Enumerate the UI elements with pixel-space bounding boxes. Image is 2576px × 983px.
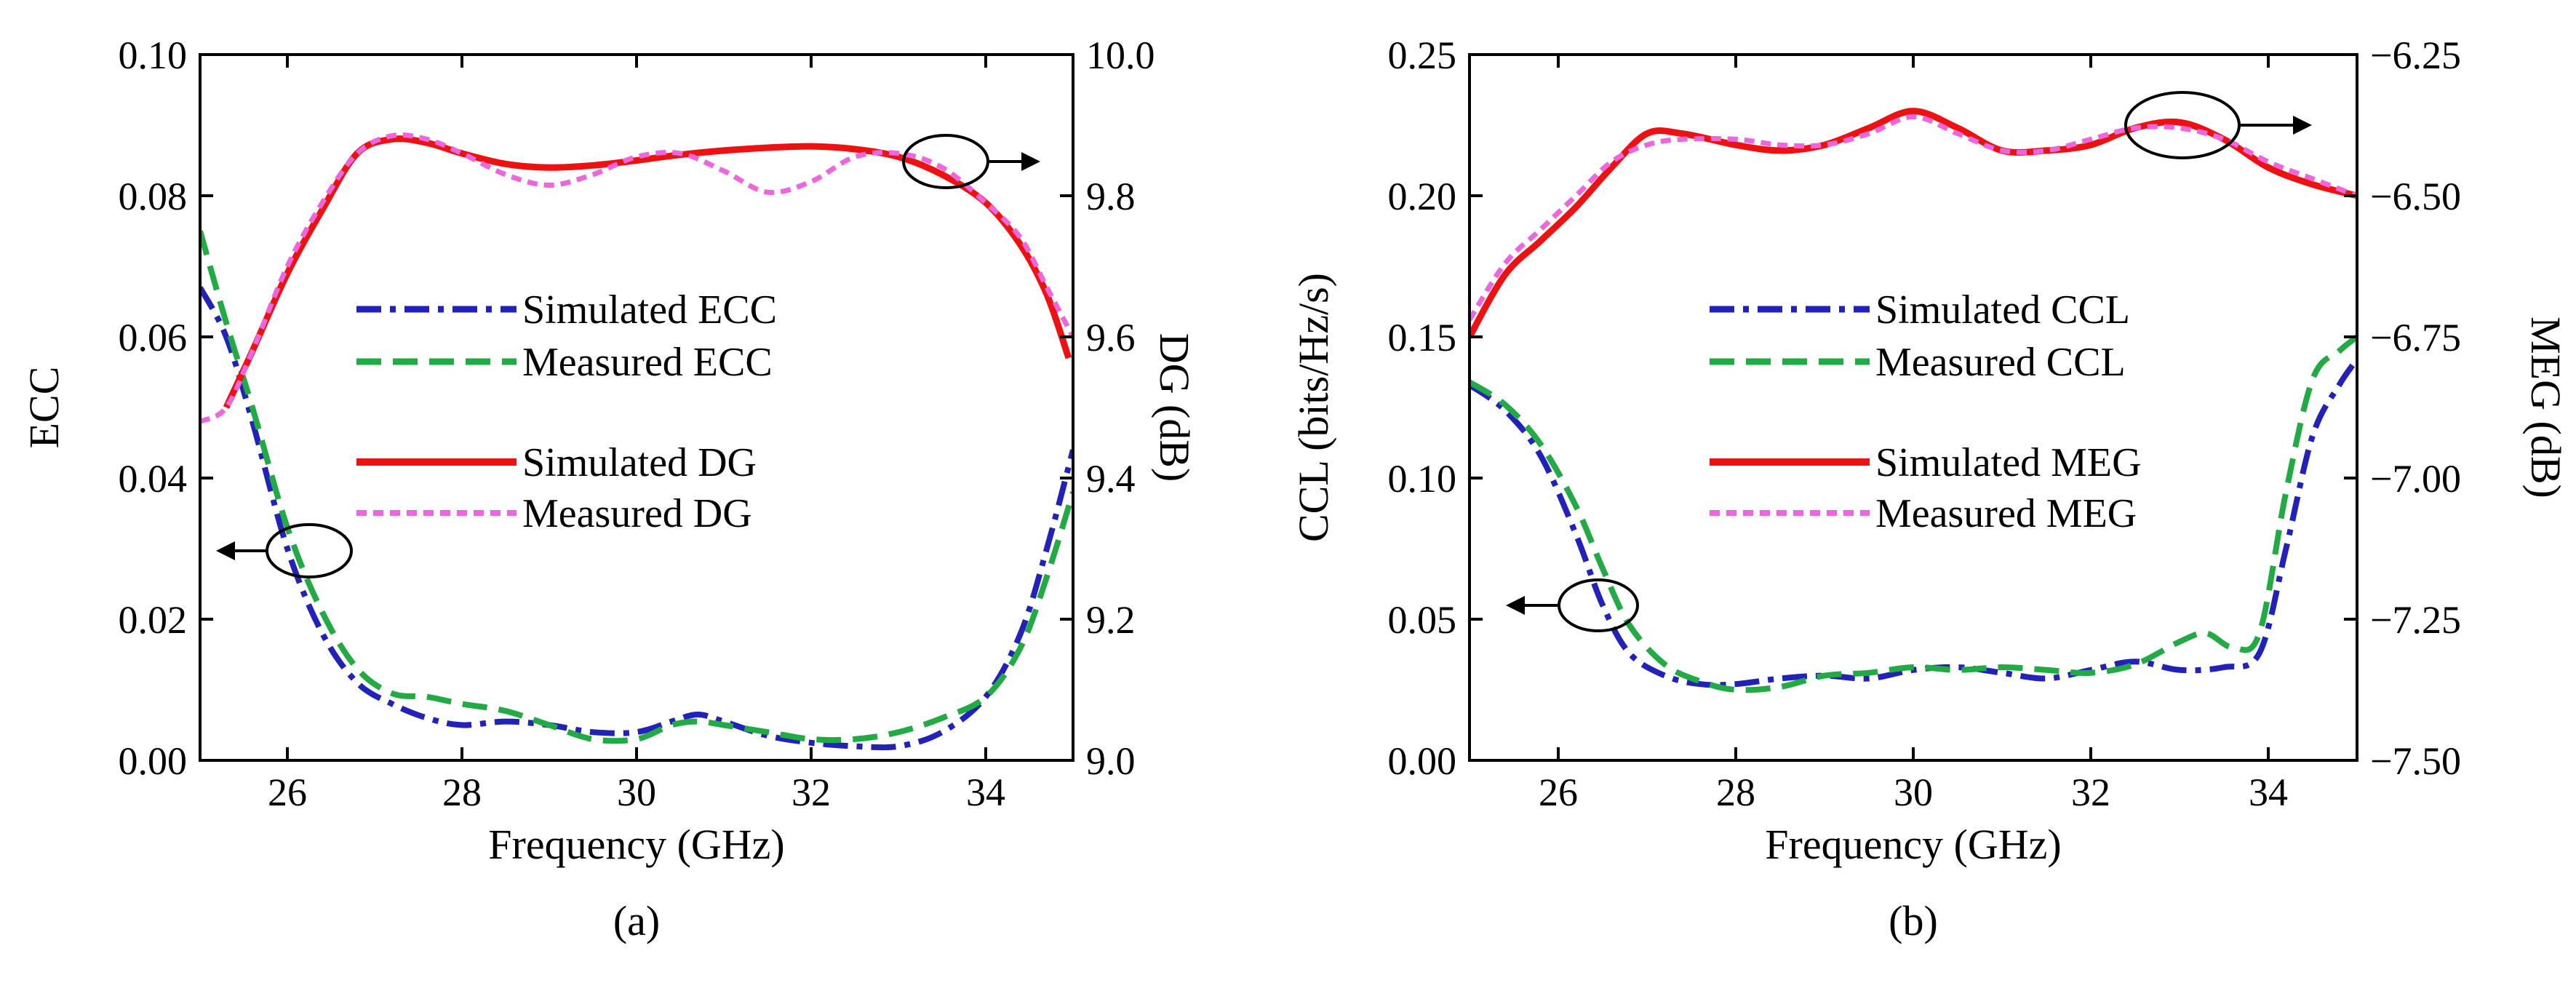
y2-tick-label: 9.2	[1086, 598, 1136, 642]
y-tick-label: 0.10	[119, 33, 188, 77]
plot-frame	[1468, 53, 2358, 762]
y2-tick-label: −6.75	[2370, 316, 2461, 359]
y-tick-label: 0.08	[119, 175, 188, 218]
y2-axis-label: DG (dB)	[1151, 333, 1198, 482]
arrow-head-icon	[1021, 152, 1040, 171]
y2-tick-label: 9.8	[1086, 175, 1136, 218]
y2-tick-label: 9.0	[1086, 739, 1136, 783]
series-line-measured-ccl	[1470, 334, 2357, 693]
y-tick-label: 0.00	[119, 739, 188, 783]
x-tick-label: 34	[966, 771, 1005, 814]
legend-label: Measured CCL	[1875, 340, 2126, 385]
x-tick-label: 28	[442, 771, 482, 814]
y-tick-label: 0.20	[1388, 175, 1457, 218]
x-tick-label: 32	[2071, 771, 2110, 814]
annotation-ellipse	[902, 134, 989, 189]
legend-label: Measured DG	[522, 491, 752, 536]
series-line-measured-dg	[200, 132, 1073, 424]
y-tick-label: 0.04	[119, 457, 188, 501]
y-tick-label: 0.00	[1388, 739, 1457, 783]
y2-tick-label: 9.4	[1086, 457, 1136, 501]
y-tick-label: 0.02	[119, 598, 188, 642]
y2-tick-label: 10.0	[1086, 33, 1155, 77]
series-line-simulated-ccl	[1470, 357, 2357, 688]
y2-tick-label: −6.50	[2370, 175, 2461, 218]
x-tick-label: 34	[2249, 771, 2288, 814]
legend-label: Measured ECC	[522, 340, 773, 385]
panel-caption: (a)	[613, 897, 660, 944]
chart-panel-a: 26 28 30 32 34 0.00 0.02 0.04 0.06 0.08 0.10 9.0 9.2…	[20, 33, 1198, 944]
legend-label: Simulated DG	[522, 440, 757, 485]
legend-label: Simulated CCL	[1875, 287, 2130, 333]
series-line-measured-meg	[1470, 114, 2357, 322]
legend-label: Simulated MEG	[1875, 440, 2142, 485]
chart-panel-b: 26 28 30 32 34 0.00 0.05 0.10 0.15 0.20 0.25 −7.50 −…	[1290, 33, 2569, 944]
x-axis-label: Frequency (GHz)	[488, 821, 784, 868]
y-axis-label: ECC	[20, 367, 68, 449]
y2-tick-label: −7.50	[2370, 739, 2461, 783]
y-tick-label: 0.06	[119, 316, 188, 359]
x-tick-label: 26	[1539, 771, 1578, 814]
arrow-head-icon	[1506, 596, 1525, 615]
x-axis-label: Frequency (GHz)	[1765, 821, 2061, 868]
y2-tick-label: −7.00	[2370, 457, 2461, 501]
arrow-head-icon	[2293, 116, 2312, 135]
annotation-ellipse	[266, 523, 353, 578]
panel-caption: (b)	[1889, 897, 1938, 944]
x-tick-label: 30	[617, 771, 656, 814]
y-axis-label: CCL (bits/Hz/s)	[1290, 273, 1337, 542]
series-line-simulated-ecc	[200, 286, 1073, 751]
y2-tick-label: −7.25	[2370, 598, 2461, 642]
y-tick-label: 0.25	[1388, 33, 1457, 77]
x-tick-label: 28	[1716, 771, 1755, 814]
y-tick-label: 0.05	[1388, 598, 1457, 642]
y-tick-label: 0.15	[1388, 316, 1457, 359]
y2-tick-label: −6.25	[2370, 33, 2461, 77]
legend-label: Simulated ECC	[522, 287, 777, 333]
y2-tick-label: 9.6	[1086, 316, 1136, 359]
x-tick-label: 30	[1894, 771, 1933, 814]
series-line-simulated-meg	[1470, 108, 2357, 339]
x-tick-label: 32	[791, 771, 831, 814]
y-tick-label: 0.10	[1388, 457, 1457, 501]
arrow-head-icon	[216, 541, 235, 560]
y2-axis-label: MEG (dB)	[2522, 317, 2569, 498]
legend-label: Measured MEG	[1875, 491, 2137, 536]
x-tick-label: 26	[268, 771, 307, 814]
